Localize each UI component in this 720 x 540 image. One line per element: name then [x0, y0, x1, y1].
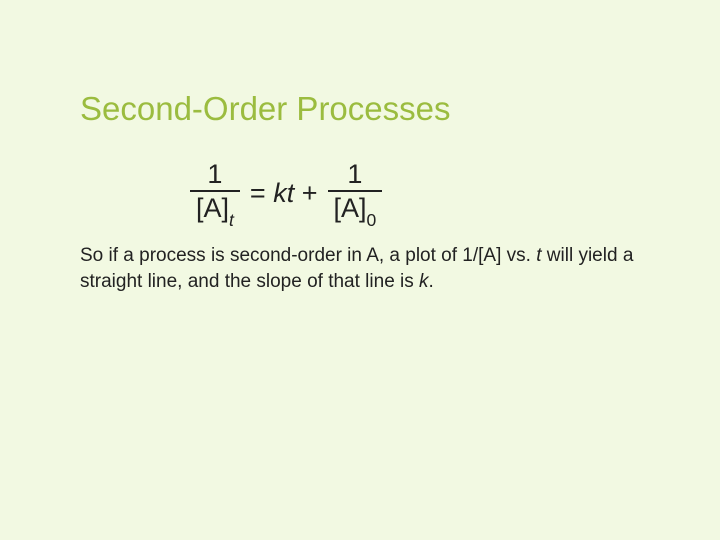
integrated-rate-equation: 1 [A]t = kt + 1 [A]0 [190, 160, 640, 227]
left-numerator: 1 [201, 160, 228, 190]
equals-sign: = [250, 178, 266, 208]
t-var: t [287, 178, 295, 208]
desc-k-var: k [419, 271, 429, 292]
plus-sign: + [302, 178, 318, 208]
left-denominator: [A]t [190, 190, 240, 227]
k-var: k [273, 178, 287, 208]
desc-part1: So if a process is second-order in A, a … [80, 245, 536, 266]
left-den-base: [A] [196, 193, 229, 223]
equation-middle: = kt + [250, 178, 318, 209]
left-fraction: 1 [A]t [190, 160, 240, 227]
right-den-sub: 0 [367, 210, 377, 230]
right-fraction: 1 [A]0 [328, 160, 383, 227]
right-denominator: [A]0 [328, 190, 383, 227]
description-text: So if a process is second-order in A, a … [80, 243, 635, 294]
left-den-sub: t [229, 210, 234, 230]
right-den-base: [A] [334, 193, 367, 223]
desc-part3: . [429, 271, 434, 292]
slide-container: Second-Order Processes 1 [A]t = kt + 1 [… [0, 0, 720, 294]
slide-title: Second-Order Processes [80, 90, 640, 128]
right-numerator: 1 [341, 160, 368, 190]
